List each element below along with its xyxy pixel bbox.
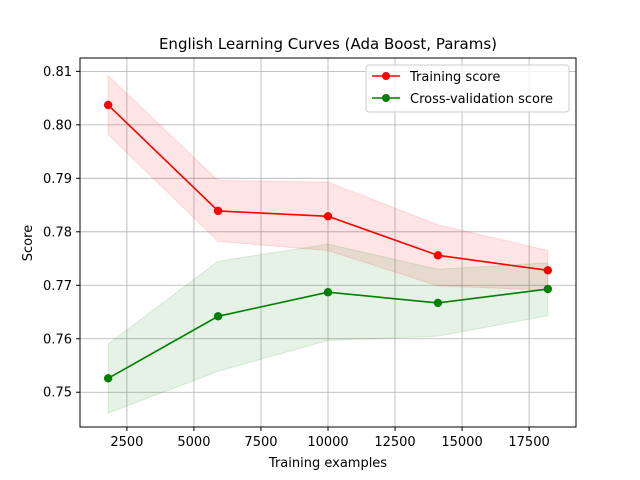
training-score-point — [213, 206, 223, 216]
y-tick-label: 0.76 — [43, 332, 72, 347]
confidence-bands — [107, 74, 549, 414]
cv-score-point — [433, 298, 443, 308]
cv-score-point — [103, 374, 113, 383]
grid — [80, 58, 576, 427]
y-tick-label: 0.78 — [43, 225, 72, 240]
training-score-point — [433, 251, 443, 260]
x-tick-label: 15000 — [441, 435, 482, 450]
x-tick-label: 2500 — [110, 435, 143, 450]
x-tick-label: 17500 — [508, 435, 549, 450]
cv-score-point — [323, 288, 333, 297]
legend: Training score Cross-validation score — [365, 64, 570, 113]
x-tick-label: 12500 — [374, 435, 415, 450]
x-tick-label: 7500 — [244, 435, 277, 450]
series-markers — [103, 100, 553, 383]
y-tick-label: 0.77 — [43, 279, 72, 294]
x-axis-ticks: 2500 5000 7500 10000 12500 15000 17500 — [110, 427, 550, 450]
cv-score-band — [107, 243, 549, 414]
y-tick-label: 0.81 — [43, 65, 72, 80]
legend-marker-training — [382, 72, 390, 80]
legend-label-cv: Cross-validation score — [410, 92, 553, 107]
chart-title: English Learning Curves (Ada Boost, Para… — [159, 35, 497, 53]
x-axis-title: Training examples — [268, 456, 387, 471]
y-tick-label: 0.79 — [43, 172, 72, 187]
training-score-point — [323, 212, 333, 221]
training-score-point — [543, 266, 553, 275]
legend-box — [365, 64, 570, 113]
legend-label-training: Training score — [409, 70, 500, 85]
x-tick-label: 5000 — [177, 435, 210, 450]
y-tick-label: 0.75 — [43, 386, 72, 401]
legend-marker-cv — [382, 94, 390, 102]
x-tick-label: 10000 — [307, 435, 348, 450]
y-axis-ticks: 0.75 0.76 0.77 0.78 0.79 0.80 0.81 — [43, 65, 80, 401]
y-axis-title: Score — [21, 225, 36, 261]
cv-score-point — [543, 284, 553, 294]
training-score-point — [103, 100, 113, 110]
cv-score-point — [213, 312, 223, 321]
y-tick-label: 0.80 — [43, 118, 72, 133]
